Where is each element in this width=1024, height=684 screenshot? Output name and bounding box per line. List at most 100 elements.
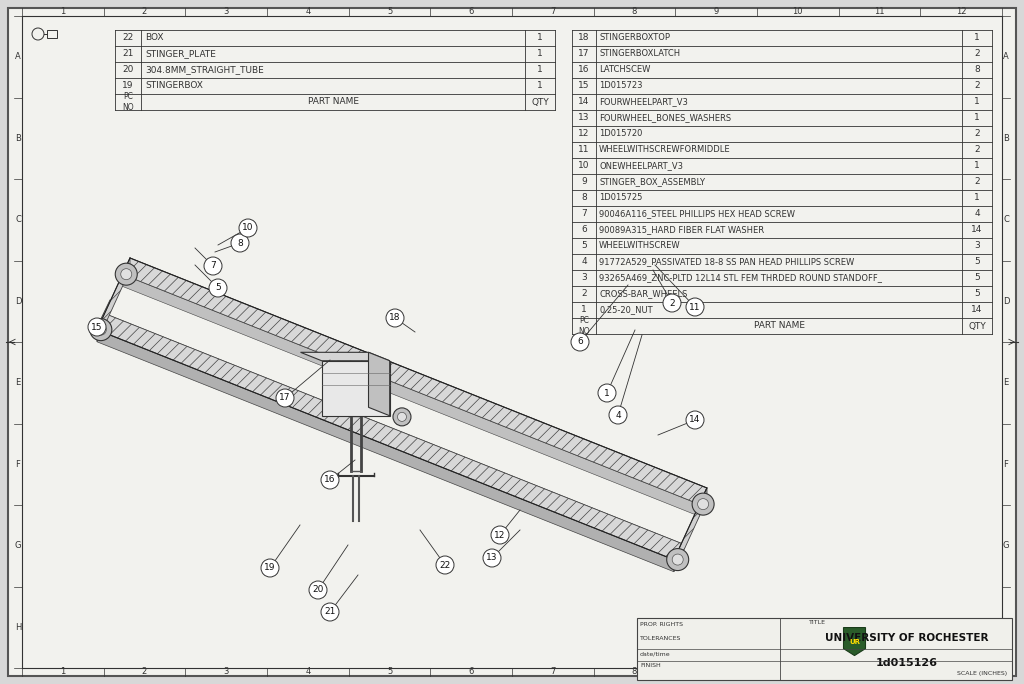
Circle shape bbox=[90, 319, 112, 341]
Text: B: B bbox=[15, 134, 20, 143]
Text: 7: 7 bbox=[582, 209, 587, 218]
Circle shape bbox=[116, 263, 137, 285]
Text: 8: 8 bbox=[632, 8, 637, 16]
Text: 1D015720: 1D015720 bbox=[599, 129, 642, 138]
Text: 8: 8 bbox=[238, 239, 243, 248]
Circle shape bbox=[231, 234, 249, 252]
Text: 1D015725: 1D015725 bbox=[599, 194, 642, 202]
Text: 4: 4 bbox=[615, 410, 621, 419]
Text: 1: 1 bbox=[538, 66, 543, 75]
Text: 2: 2 bbox=[142, 8, 147, 16]
Text: 2: 2 bbox=[670, 298, 675, 308]
Text: G: G bbox=[1002, 541, 1010, 550]
Text: 8: 8 bbox=[582, 194, 587, 202]
Text: 18: 18 bbox=[389, 313, 400, 322]
Text: 93265A469_ZNC-PLTD 12L14 STL FEM THRDED ROUND STANDOFF_: 93265A469_ZNC-PLTD 12L14 STL FEM THRDED … bbox=[599, 274, 882, 282]
Text: 3: 3 bbox=[223, 668, 228, 676]
Text: 11: 11 bbox=[874, 668, 885, 676]
Text: 90046A116_STEEL PHILLIPS HEX HEAD SCREW: 90046A116_STEEL PHILLIPS HEX HEAD SCREW bbox=[599, 209, 795, 218]
Circle shape bbox=[88, 318, 106, 336]
Circle shape bbox=[393, 408, 411, 426]
Text: 5: 5 bbox=[387, 668, 392, 676]
Text: 7: 7 bbox=[550, 8, 556, 16]
Text: 10: 10 bbox=[793, 8, 803, 16]
Text: C: C bbox=[15, 215, 20, 224]
Text: 11: 11 bbox=[579, 146, 590, 155]
Text: 12: 12 bbox=[579, 129, 590, 138]
Text: 9: 9 bbox=[714, 8, 719, 16]
Text: LATCHSCEW: LATCHSCEW bbox=[599, 66, 650, 75]
Text: CROSS-BAR_WHEELS: CROSS-BAR_WHEELS bbox=[599, 289, 687, 298]
Circle shape bbox=[571, 333, 589, 351]
Text: 12: 12 bbox=[956, 8, 967, 16]
Text: 2: 2 bbox=[974, 178, 980, 187]
Text: 11: 11 bbox=[689, 302, 700, 311]
Text: 91772A529_PASSIVATED 18-8 SS PAN HEAD PHILLIPS SCREW: 91772A529_PASSIVATED 18-8 SS PAN HEAD PH… bbox=[599, 257, 854, 267]
Text: 4: 4 bbox=[305, 8, 310, 16]
Text: WHEELWITHSCREW: WHEELWITHSCREW bbox=[599, 241, 681, 250]
Text: 8: 8 bbox=[632, 668, 637, 676]
Text: 5: 5 bbox=[974, 289, 980, 298]
Circle shape bbox=[667, 549, 689, 570]
Text: E: E bbox=[1004, 378, 1009, 387]
Polygon shape bbox=[300, 352, 390, 360]
Polygon shape bbox=[123, 274, 699, 516]
Text: 14: 14 bbox=[579, 98, 590, 107]
Text: date/time: date/time bbox=[640, 651, 671, 656]
Text: 1: 1 bbox=[538, 49, 543, 59]
Text: D: D bbox=[1002, 297, 1010, 306]
Text: 2: 2 bbox=[974, 49, 980, 59]
Text: 5: 5 bbox=[974, 274, 980, 282]
Text: QTY: QTY bbox=[531, 98, 549, 107]
Text: 2: 2 bbox=[974, 146, 980, 155]
Polygon shape bbox=[97, 330, 674, 572]
Polygon shape bbox=[844, 627, 865, 655]
Text: 20: 20 bbox=[122, 66, 134, 75]
Polygon shape bbox=[674, 488, 707, 572]
Text: 16: 16 bbox=[579, 66, 590, 75]
Polygon shape bbox=[104, 313, 681, 555]
Text: F: F bbox=[1004, 460, 1009, 469]
Text: 14: 14 bbox=[689, 415, 700, 425]
Text: 6: 6 bbox=[578, 337, 583, 347]
Circle shape bbox=[309, 581, 327, 599]
Text: 1: 1 bbox=[60, 668, 66, 676]
Text: 22: 22 bbox=[123, 34, 133, 42]
Text: 1D015723: 1D015723 bbox=[599, 81, 642, 90]
Text: 4: 4 bbox=[305, 668, 310, 676]
Text: 5: 5 bbox=[387, 8, 392, 16]
Polygon shape bbox=[97, 313, 681, 560]
Text: 15: 15 bbox=[579, 81, 590, 90]
Polygon shape bbox=[97, 258, 130, 342]
Text: 18: 18 bbox=[579, 34, 590, 42]
Text: 22: 22 bbox=[439, 560, 451, 570]
Text: 0.25-20_NUT: 0.25-20_NUT bbox=[599, 306, 652, 315]
Text: 2: 2 bbox=[142, 668, 147, 676]
Text: B: B bbox=[1004, 134, 1009, 143]
Text: PROP. RIGHTS: PROP. RIGHTS bbox=[640, 622, 683, 627]
Text: 17: 17 bbox=[280, 393, 291, 402]
Text: 9: 9 bbox=[582, 178, 587, 187]
Circle shape bbox=[261, 559, 279, 577]
Text: 10: 10 bbox=[793, 668, 803, 676]
Text: 3: 3 bbox=[974, 241, 980, 250]
Text: 16: 16 bbox=[325, 475, 336, 484]
Circle shape bbox=[276, 389, 294, 407]
Text: 2: 2 bbox=[974, 129, 980, 138]
Bar bbox=[637, 618, 1012, 680]
Text: FOURWHEELPART_V3: FOURWHEELPART_V3 bbox=[599, 98, 688, 107]
Text: PART NAME: PART NAME bbox=[754, 321, 805, 330]
Text: 6: 6 bbox=[468, 8, 474, 16]
Text: 11: 11 bbox=[874, 8, 885, 16]
Text: FINISH: FINISH bbox=[640, 663, 660, 668]
Polygon shape bbox=[130, 258, 707, 500]
Text: FOURWHEEL_BONES_WASHERS: FOURWHEEL_BONES_WASHERS bbox=[599, 114, 731, 122]
Text: 4: 4 bbox=[582, 257, 587, 267]
Text: STINGER_PLATE: STINGER_PLATE bbox=[145, 49, 216, 59]
Circle shape bbox=[686, 411, 705, 429]
Text: H: H bbox=[1002, 622, 1010, 632]
Text: 9: 9 bbox=[714, 668, 719, 676]
Text: A: A bbox=[15, 52, 20, 62]
Text: UNIVERSITY OF ROCHESTER: UNIVERSITY OF ROCHESTER bbox=[825, 633, 989, 643]
Circle shape bbox=[321, 471, 339, 489]
